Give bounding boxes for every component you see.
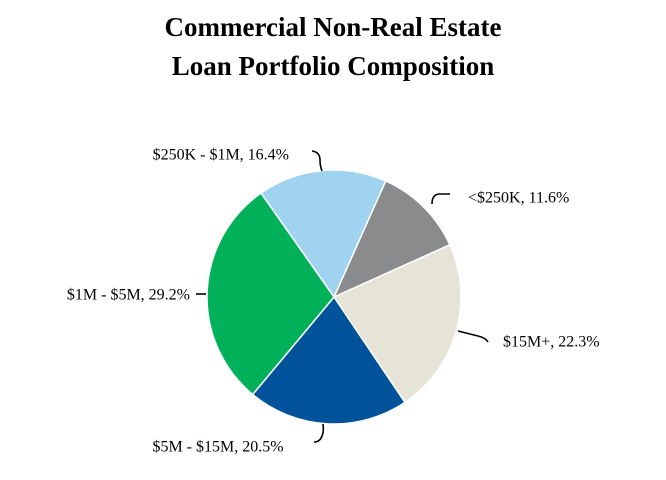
leader-line <box>313 423 325 443</box>
pie-slice <box>206 191 335 396</box>
leader-line <box>457 330 489 343</box>
pie-slice <box>332 179 451 299</box>
slice-label: $15M+, 22.3% <box>503 334 600 351</box>
chart-title: Commercial Non-Real Estate <box>165 12 502 42</box>
pie-slice <box>332 243 462 404</box>
chart-title: Loan Portfolio Composition <box>172 51 495 81</box>
slice-label: <$250K, 11.6% <box>468 190 569 207</box>
pie-slice <box>251 295 406 425</box>
slice-label: $250K - $1M, 16.4% <box>153 147 289 164</box>
leader-line <box>311 150 323 172</box>
slice-label: $5M - $15M, 20.5% <box>152 439 283 456</box>
slice-label: $1M - $5M, 29.2% <box>67 287 190 304</box>
leader-line <box>431 193 450 205</box>
